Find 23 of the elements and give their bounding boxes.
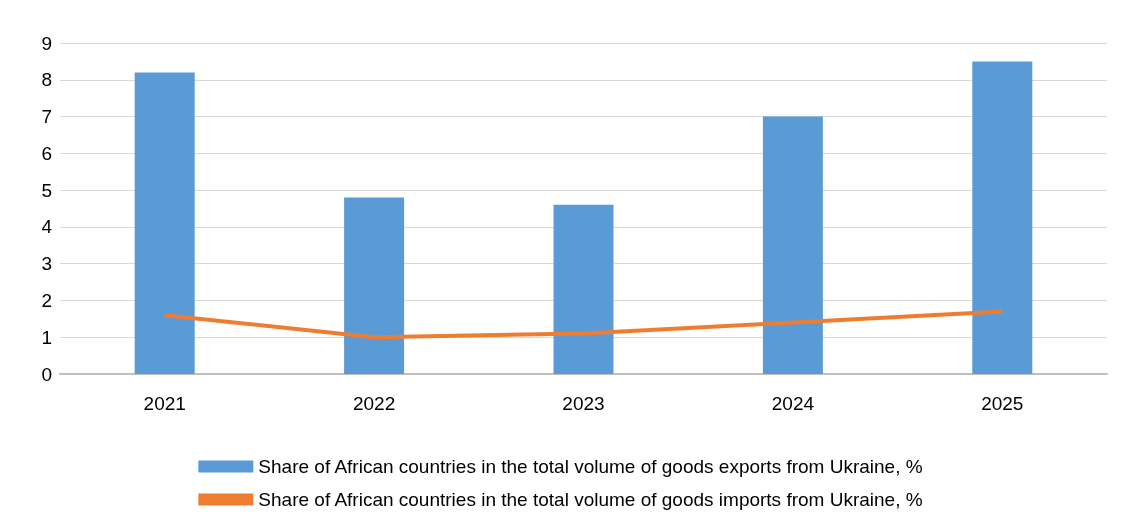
legend-label: Share of African countries in the total volume of goods imports from Ukraine, % [258, 489, 923, 510]
x-tick-label: 2021 [143, 393, 186, 414]
line-series [162, 309, 1005, 340]
y-tick-label: 4 [41, 216, 53, 238]
x-tick-label: 2025 [981, 393, 1024, 414]
bar [762, 116, 823, 374]
bar [344, 197, 405, 374]
y-tick-label: 1 [41, 326, 52, 348]
y-tick-label: 5 [41, 179, 52, 201]
bar [553, 204, 614, 374]
bar [134, 72, 195, 374]
y-tick-label: 0 [41, 363, 52, 385]
x-tick-label: 2024 [771, 393, 815, 414]
y-tick-label: 3 [41, 253, 52, 275]
y-tick-label: 2 [41, 289, 52, 311]
y-tick-label: 7 [41, 106, 52, 128]
y-tick-label: 8 [41, 69, 52, 91]
y-tick-label: 9 [41, 32, 52, 54]
x-tick-label: 2023 [562, 393, 605, 414]
legend-label: Share of African countries in the total volume of goods exports from Ukraine, % [258, 456, 923, 477]
y-tick-label: 6 [41, 142, 52, 164]
bar [972, 61, 1033, 374]
x-tick-label: 2022 [352, 393, 396, 414]
